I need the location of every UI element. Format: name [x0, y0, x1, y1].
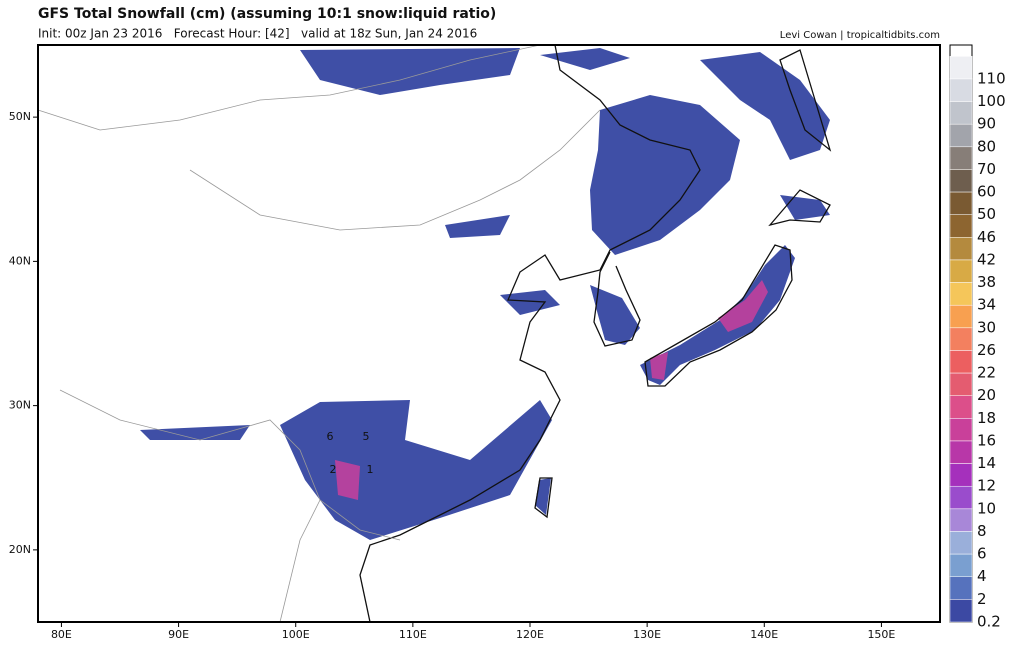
- colorbar-label: 38: [977, 273, 996, 291]
- colorbar-segment: [949, 101, 973, 125]
- lat-label: 30N: [9, 399, 31, 412]
- colorbar-label: 30: [977, 318, 996, 336]
- map-area: 6 5 2 1: [37, 44, 941, 623]
- colorbar-segment: [949, 237, 973, 261]
- colorbar-segment: [949, 395, 973, 419]
- colorbar-segment: [949, 259, 973, 283]
- colorbar-label: 12: [977, 477, 996, 495]
- lon-label: 140E: [750, 628, 778, 641]
- colorbar-label: 4: [977, 567, 987, 585]
- colorbar-segment: [949, 123, 973, 148]
- colorbar-label: 20: [977, 386, 996, 404]
- colorbar-segment: [949, 282, 973, 306]
- colorbar-segment: [949, 169, 973, 193]
- colorbar-segment: [949, 531, 973, 555]
- lat-label: 50N: [9, 110, 31, 123]
- colorbar-label: 100: [977, 92, 1006, 110]
- colorbar-segment: [949, 463, 973, 487]
- map-annotation: 5: [363, 430, 370, 443]
- map-annotation: 2: [330, 463, 337, 476]
- colorbar-label: 50: [977, 205, 996, 223]
- coastlines: [359, 44, 832, 623]
- colorbar-segment: [949, 78, 973, 102]
- colorbar-segment: [949, 214, 973, 238]
- lon-label: 150E: [867, 628, 895, 641]
- colorbar-label: 14: [977, 454, 996, 472]
- colorbar-label: 2: [977, 590, 987, 608]
- colorbar-label: 60: [977, 183, 996, 201]
- lon-label: 120E: [516, 628, 544, 641]
- colorbar-label: 6: [977, 545, 987, 563]
- lon-label: 100E: [282, 628, 310, 641]
- lon-label: 110E: [399, 628, 427, 641]
- heavy-snow: [335, 280, 768, 500]
- annotations: 6 5 2 1: [327, 430, 374, 476]
- colorbar-label: 18: [977, 409, 996, 427]
- map-frame: [37, 44, 941, 623]
- colorbar-segment: [949, 350, 973, 374]
- lat-label: 40N: [9, 254, 31, 267]
- colorbar-segment: [949, 304, 973, 329]
- colorbar-segment: [949, 576, 973, 600]
- lat-label: 20N: [9, 543, 31, 556]
- colorbar-segment: [949, 146, 973, 170]
- colorbar-segment: [949, 599, 973, 623]
- lon-label: 130E: [633, 628, 661, 641]
- colorbar-segment: [949, 372, 973, 396]
- colorbar-label: 10: [977, 499, 996, 517]
- colorbar-segment: [949, 508, 973, 532]
- colorbar-segment: [949, 56, 973, 80]
- colorbar-segment: [949, 553, 973, 577]
- colorbar-label: 80: [977, 137, 996, 155]
- map-annotation: 1: [367, 463, 374, 476]
- credit: Levi Cowan | tropicaltidbits.com: [780, 30, 940, 41]
- colorbar-label: 0.2: [977, 613, 1001, 631]
- title: GFS Total Snowfall (cm) (assuming 10:1 s…: [38, 6, 496, 22]
- colorbar-segment: [949, 485, 973, 510]
- lon-label: 90E: [168, 628, 189, 641]
- colorbar-label: 26: [977, 341, 996, 359]
- colorbar-label: 34: [977, 296, 996, 314]
- borders: [37, 44, 601, 623]
- colorbar-segment: [949, 418, 973, 442]
- lon-label: 80E: [51, 628, 72, 641]
- colorbar-segment: [949, 327, 973, 351]
- colorbar-segment: [949, 191, 973, 215]
- colorbar-label: 110: [977, 69, 1006, 87]
- colorbar-label: 46: [977, 228, 996, 246]
- subtitle: Init: 00z Jan 23 2016 Forecast Hour: [42…: [38, 27, 477, 41]
- colorbar-label: 16: [977, 431, 996, 449]
- colorbar-label: 70: [977, 160, 996, 178]
- colorbar-label: 8: [977, 522, 987, 540]
- colorbar-label: 90: [977, 115, 996, 133]
- map-annotation: 6: [327, 430, 334, 443]
- snow-areas: [140, 48, 830, 540]
- colorbar-label: 22: [977, 364, 996, 382]
- colorbar-label: 42: [977, 250, 996, 268]
- colorbar-segment: [949, 440, 973, 464]
